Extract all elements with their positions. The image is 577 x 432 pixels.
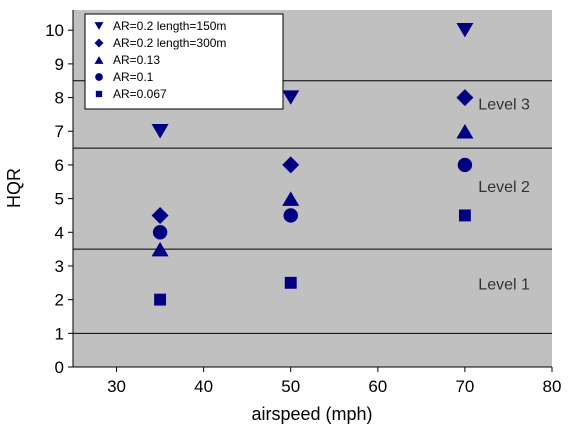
data-point-triangle-down bbox=[282, 90, 300, 105]
data-points bbox=[151, 22, 474, 306]
level-label-1: Level 1 bbox=[478, 277, 530, 294]
y-tick-label: 5 bbox=[55, 190, 64, 209]
y-tick-label: 0 bbox=[55, 358, 64, 377]
legend-entry-label: AR=0.2 length=300m bbox=[113, 36, 226, 50]
data-point-diamond bbox=[151, 206, 169, 224]
legend-entry-label: AR=0.1 bbox=[113, 70, 154, 84]
x-tick-label: 50 bbox=[281, 377, 300, 396]
x-axis-title: airspeed (mph) bbox=[251, 404, 372, 424]
y-tick-label: 3 bbox=[55, 257, 64, 276]
y-tick-label: 10 bbox=[45, 21, 64, 40]
legend-entry-label: AR=0.067 bbox=[113, 87, 167, 101]
y-tick-label: 9 bbox=[55, 55, 64, 74]
y-tick-label: 1 bbox=[55, 324, 64, 343]
legend-marker-diamond bbox=[94, 38, 104, 48]
data-point-triangle-down bbox=[151, 124, 169, 139]
data-point-circle bbox=[152, 225, 168, 240]
legend-marker-circle bbox=[95, 73, 103, 81]
y-axis-title: HQR bbox=[4, 168, 24, 208]
data-point-square bbox=[284, 276, 297, 289]
y-tick-label: 7 bbox=[55, 122, 64, 141]
legend-entry-label: AR=0.13 bbox=[113, 53, 160, 67]
legend-box bbox=[84, 13, 284, 110]
y-tick-label: 6 bbox=[55, 156, 64, 175]
y-tick-label: 2 bbox=[55, 291, 64, 310]
y-tick-label: 8 bbox=[55, 89, 64, 108]
legend-marker-square bbox=[95, 90, 103, 98]
data-point-triangle-up bbox=[456, 124, 474, 139]
data-point-square bbox=[458, 209, 471, 222]
legend-marker-triangle-up bbox=[94, 56, 104, 64]
level-labels: Level 1 Level 2 Level 3 bbox=[478, 96, 530, 293]
data-point-circle bbox=[283, 208, 298, 223]
data-point-circle bbox=[457, 157, 473, 173]
x-tick-label: 60 bbox=[368, 377, 387, 396]
x-tick-label: 70 bbox=[455, 377, 474, 396]
data-point-diamond bbox=[282, 156, 300, 174]
legend-marker-triangle-down bbox=[94, 22, 104, 30]
legend-entry-label: AR=0.2 length=150m bbox=[113, 19, 226, 33]
data-point-square bbox=[154, 293, 167, 306]
data-point-diamond bbox=[456, 89, 474, 107]
x-tick-label: 80 bbox=[543, 377, 562, 396]
level-label-3: Level 3 bbox=[478, 96, 530, 113]
x-tick-label: 30 bbox=[107, 377, 126, 396]
legend: AR=0.2 length=150m AR=0.2 length=300m AR=0… bbox=[84, 13, 284, 110]
x-tick-label: 40 bbox=[194, 377, 213, 396]
data-point-triangle-down bbox=[456, 22, 474, 38]
y-tick-label: 4 bbox=[55, 223, 64, 242]
data-point-triangle-up bbox=[282, 191, 300, 206]
level-label-2: Level 2 bbox=[478, 179, 530, 196]
axes: 30 40 50 60 70 80 0 1 2 3 4 5 6 7 8 9 10 bbox=[45, 10, 561, 396]
data-point-triangle-up bbox=[151, 241, 169, 257]
